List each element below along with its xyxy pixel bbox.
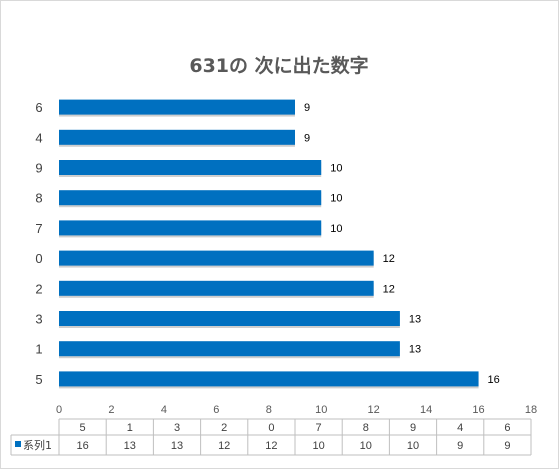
category-label-8: 8 bbox=[35, 191, 42, 206]
table-header-2: 2 bbox=[221, 422, 227, 434]
category-label-1: 1 bbox=[35, 342, 42, 357]
data-label-5: 16 bbox=[488, 374, 500, 386]
x-tick-label: 4 bbox=[161, 404, 167, 416]
table-header-4: 4 bbox=[457, 422, 463, 434]
bar-9 bbox=[59, 160, 322, 175]
data-label-6: 9 bbox=[304, 102, 310, 114]
x-tick-label: 18 bbox=[525, 404, 537, 416]
x-tick-label: 6 bbox=[213, 404, 219, 416]
x-tick-label: 12 bbox=[368, 404, 380, 416]
table-value-4: 9 bbox=[457, 440, 463, 452]
table-header-8: 8 bbox=[363, 422, 369, 434]
category-label-5: 5 bbox=[35, 372, 42, 387]
data-label-3: 13 bbox=[409, 314, 421, 326]
table-header-3: 3 bbox=[174, 422, 180, 434]
category-label-4: 4 bbox=[35, 130, 42, 145]
category-label-9: 9 bbox=[35, 161, 42, 176]
bar-0 bbox=[59, 250, 374, 266]
bar-7 bbox=[59, 220, 322, 236]
category-label-2: 2 bbox=[35, 281, 42, 296]
legend-key bbox=[15, 441, 21, 447]
bar-4 bbox=[59, 129, 295, 145]
table-value-2: 12 bbox=[218, 440, 230, 452]
bar-5 bbox=[59, 371, 479, 387]
table-header-5: 5 bbox=[80, 422, 86, 434]
table-value-8: 10 bbox=[360, 440, 372, 452]
category-label-0: 0 bbox=[35, 251, 42, 266]
bar-3 bbox=[59, 311, 400, 326]
table-header-7: 7 bbox=[316, 422, 322, 434]
data-label-9: 10 bbox=[330, 163, 342, 175]
table-value-6: 9 bbox=[504, 440, 510, 452]
table-value-9: 10 bbox=[407, 440, 419, 452]
table-header-9: 9 bbox=[410, 422, 416, 434]
data-label-0: 12 bbox=[383, 253, 395, 265]
data-label-2: 12 bbox=[383, 283, 395, 295]
legend-series-name: 系列1 bbox=[23, 438, 52, 452]
data-label-7: 10 bbox=[330, 223, 342, 235]
data-label-1: 13 bbox=[409, 344, 421, 356]
table-value-1: 13 bbox=[124, 440, 136, 452]
category-label-7: 7 bbox=[35, 221, 42, 236]
category-label-6: 6 bbox=[35, 100, 42, 115]
x-tick-label: 10 bbox=[315, 404, 327, 416]
x-tick-label: 0 bbox=[56, 404, 62, 416]
bar-6 bbox=[59, 99, 295, 115]
x-tick-label: 8 bbox=[266, 404, 272, 416]
x-tick-label: 16 bbox=[472, 404, 484, 416]
bar-1 bbox=[59, 341, 400, 357]
bars-group: 16 5 13 1 13 3 12 2 12 0 10 7 10 8 10 9 9 4 9 6 bbox=[35, 99, 500, 389]
bar-2 bbox=[59, 280, 374, 296]
x-tick-label: 14 bbox=[420, 404, 432, 416]
table-value-3: 13 bbox=[171, 440, 183, 452]
table-header-1: 1 bbox=[127, 422, 133, 434]
bar-8 bbox=[59, 190, 322, 206]
table-value-5: 16 bbox=[76, 440, 88, 452]
table-value-7: 10 bbox=[312, 440, 324, 452]
data-table: 5 16 1 13 3 13 2 12 0 12 7 10 8 10 9 10 4 9 6 9 系列1 bbox=[10, 418, 532, 456]
x-tick-label: 2 bbox=[108, 404, 114, 416]
category-label-3: 3 bbox=[35, 312, 42, 327]
data-label-4: 9 bbox=[304, 132, 310, 144]
x-axis: 0 2 4 6 8 10 12 14 16 18 bbox=[56, 404, 537, 416]
chart-title: 631の 次に出た数字 bbox=[189, 54, 368, 77]
data-label-8: 10 bbox=[330, 193, 342, 205]
table-header-0: 0 bbox=[268, 422, 274, 434]
table-value-0: 12 bbox=[265, 440, 277, 452]
table-header-6: 6 bbox=[504, 422, 510, 434]
